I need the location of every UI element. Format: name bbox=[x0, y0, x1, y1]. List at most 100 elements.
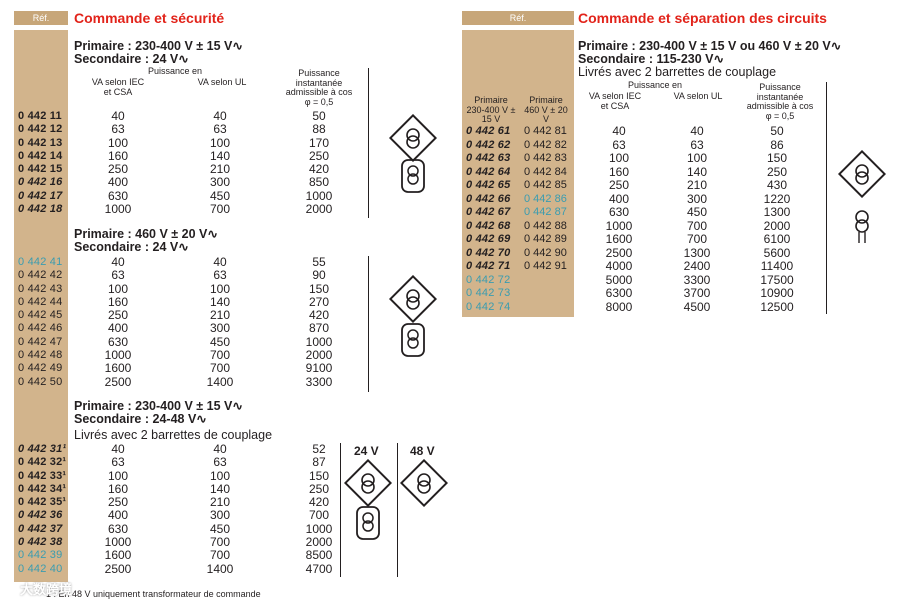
inst-cell: 420 bbox=[308, 162, 330, 177]
va-ul-cell: 1300 bbox=[683, 245, 711, 260]
inst-cell: 50 bbox=[770, 124, 784, 138]
ref-cell: 0 442 41 bbox=[18, 256, 63, 268]
transformer-diamond-icon bbox=[838, 150, 886, 198]
inst-cell: 5600 bbox=[763, 245, 791, 260]
r-primaire: Primaire : 230-400 V ± 15 V ou 460 V ± 2… bbox=[578, 39, 842, 53]
va-iec-cell: 2500 bbox=[605, 245, 633, 260]
va-ul-cell: 140 bbox=[209, 148, 231, 163]
r-note: Livrés avec 2 barrettes de couplage bbox=[578, 65, 777, 79]
va-iec-cell: 40 bbox=[111, 109, 125, 123]
table-row: 0 442 39 1600 700 8500 bbox=[18, 548, 368, 563]
va-ul-cell: 100 bbox=[209, 135, 231, 150]
ref-cell-230-400: 0 442 68 bbox=[466, 219, 511, 232]
watermark-text: 大数跨境 bbox=[20, 582, 73, 597]
va-ul-cell: 3700 bbox=[683, 286, 711, 300]
table-row: 0 442 12 63 63 88 bbox=[18, 122, 368, 136]
r-col-b-header: Primaire 460 V ± 20 V bbox=[524, 95, 568, 124]
inst-cell: 430 bbox=[766, 178, 788, 192]
table-row: 0 442 69 0 442 89 1600 700 6100 bbox=[466, 232, 826, 247]
va-ul-cell: 4500 bbox=[683, 299, 711, 314]
va-iec-cell: 630 bbox=[107, 521, 129, 536]
transformer-diamond-icon bbox=[344, 459, 392, 507]
inst-cell: 150 bbox=[308, 281, 330, 296]
table-row: 0 442 70 0 442 90 2500 1300 5600 bbox=[466, 245, 826, 261]
va-ul-cell: 300 bbox=[209, 508, 231, 523]
va-iec-cell: 63 bbox=[612, 137, 626, 152]
s1-header-puissance: Puissance en bbox=[147, 66, 203, 76]
ref-cell: 0 442 35¹ bbox=[18, 496, 67, 509]
r-col-a-header: Primaire 230-400 V ± 15 V bbox=[466, 95, 516, 124]
va-ul-cell: 700 bbox=[209, 202, 231, 217]
va-ul-cell: 700 bbox=[209, 535, 231, 550]
inst-cell: 150 bbox=[766, 151, 788, 165]
ref-cell-230-400: 0 442 67 bbox=[466, 206, 511, 218]
inst-cell: 420 bbox=[308, 308, 330, 323]
table-row: 0 442 14 160 140 250 bbox=[18, 148, 368, 163]
va-iec-cell: 100 bbox=[608, 151, 630, 165]
ref-cell: 0 442 32¹ bbox=[18, 456, 67, 469]
table-row: 0 442 63 0 442 83 100 100 150 bbox=[466, 151, 826, 166]
inst-cell: 6100 bbox=[763, 232, 791, 246]
table-row: 0 442 74 8000 4500 12500 bbox=[466, 299, 826, 315]
va-ul-cell: 100 bbox=[209, 468, 231, 483]
footnote: 1 : En 48 V uniquement transformateur de… bbox=[46, 589, 261, 599]
va-ul-cell: 63 bbox=[213, 268, 227, 283]
table-row: 0 442 33¹ 100 100 150 bbox=[18, 468, 368, 483]
va-ul-cell: 140 bbox=[209, 481, 231, 496]
s1-header-inst: Puissance instantanée admissible à cos φ… bbox=[285, 68, 353, 107]
va-ul-cell: 3300 bbox=[683, 272, 711, 287]
va-ul-cell: 700 bbox=[209, 348, 231, 363]
ref-cell-230-400: 0 442 72 bbox=[466, 273, 511, 286]
ref-cell: 0 442 36 bbox=[18, 509, 63, 522]
va-iec-cell: 8000 bbox=[605, 299, 633, 314]
va-ul-cell: 40 bbox=[690, 124, 704, 138]
va-iec-cell: 400 bbox=[608, 191, 630, 206]
table-row: 0 442 32¹ 63 63 87 bbox=[18, 455, 368, 470]
table-row: 0 442 49 1600 700 9100 bbox=[18, 361, 368, 376]
va-iec-cell: 1000 bbox=[104, 535, 132, 550]
transformer-rounded-icon bbox=[401, 323, 425, 357]
va-ul-cell: 700 bbox=[686, 218, 708, 233]
s1-secondaire: Secondaire : 24 V∿ bbox=[74, 52, 189, 66]
inst-cell: 870 bbox=[308, 321, 330, 336]
va-iec-cell: 1600 bbox=[104, 361, 132, 376]
va-ul-cell: 210 bbox=[686, 178, 708, 192]
ref-cell: 0 442 46 bbox=[18, 322, 63, 335]
va-iec-cell: 400 bbox=[107, 508, 129, 523]
inst-cell: 9100 bbox=[305, 361, 333, 376]
ref-cell: 0 442 13 bbox=[18, 136, 63, 149]
ref-cell-230-400: 0 442 71 bbox=[466, 260, 511, 272]
r-divider bbox=[826, 82, 827, 314]
ref-cell-230-400: 0 442 62 bbox=[466, 138, 511, 151]
va-ul-cell: 300 bbox=[209, 175, 231, 190]
ref-cell-460: 0 442 89 bbox=[524, 233, 567, 245]
ref-cell: 0 442 45 bbox=[18, 309, 63, 322]
inst-cell: 8500 bbox=[305, 548, 333, 563]
va-iec-cell: 40 bbox=[111, 442, 125, 456]
ref-cell-230-400: 0 442 65 bbox=[466, 179, 511, 191]
ref-cell: 0 442 39 bbox=[18, 549, 63, 562]
inst-cell: 52 bbox=[312, 442, 326, 456]
ref-cell: 0 442 16 bbox=[18, 176, 63, 189]
table-row: 0 442 71 0 442 91 4000 2400 11400 bbox=[466, 259, 826, 274]
table-row: 0 442 44 160 140 270 bbox=[18, 294, 368, 309]
ref-cell: 0 442 11 bbox=[18, 110, 62, 122]
ref-cell: 0 442 50 bbox=[18, 375, 63, 388]
inst-cell: 2000 bbox=[763, 218, 791, 233]
ref-cell-230-400: 0 442 69 bbox=[466, 233, 511, 245]
inst-cell: 270 bbox=[308, 294, 330, 309]
s3-note: Livrés avec 2 barrettes de couplage bbox=[74, 428, 273, 442]
transformer-diamond-icon bbox=[400, 459, 448, 507]
va-iec-cell: 63 bbox=[111, 455, 125, 470]
table-row: 0 442 64 0 442 84 160 140 250 bbox=[466, 165, 826, 180]
table-row: 0 442 42 63 63 90 bbox=[18, 268, 368, 283]
r-header-va-iec: VA selon IEC et CSA bbox=[588, 91, 642, 111]
va-iec-cell: 4000 bbox=[605, 259, 633, 273]
inst-cell: 11400 bbox=[760, 259, 794, 273]
ref-cell-230-400: 0 442 61 bbox=[466, 125, 511, 137]
s3-divider-2 bbox=[397, 443, 398, 577]
inst-cell: 250 bbox=[308, 148, 330, 163]
va-ul-cell: 450 bbox=[209, 521, 231, 536]
inst-cell: 3300 bbox=[305, 374, 333, 389]
left-title: Commande et sécurité bbox=[74, 10, 225, 26]
